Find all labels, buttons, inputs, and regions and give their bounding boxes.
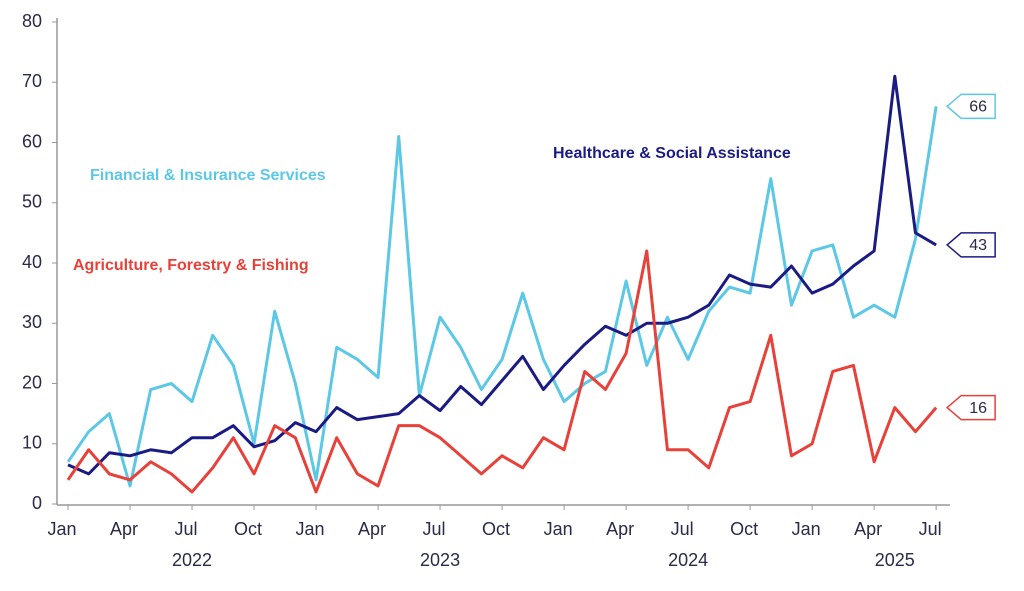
y-tick-label: 20 — [22, 372, 42, 392]
series-label: Financial & Insurance Services — [90, 167, 326, 184]
end-label-box — [945, 232, 996, 258]
year-label: 2024 — [668, 550, 708, 570]
x-tick-label: Oct — [234, 519, 262, 539]
series-line — [66, 106, 938, 488]
y-tick-label: 0 — [32, 493, 42, 513]
year-label: 2022 — [172, 550, 212, 570]
y-tick-label: 10 — [22, 433, 42, 453]
end-label-box — [945, 394, 996, 421]
x-tick-label: Jan — [792, 519, 821, 539]
y-tick-label: 50 — [22, 192, 42, 212]
x-tick-label: Jul — [919, 519, 942, 539]
series-label: Agriculture, Forestry & Fishing — [73, 257, 309, 274]
x-tick-label: Jan — [47, 519, 76, 539]
year-label: 2025 — [875, 550, 915, 570]
x-tick-label: Jul — [423, 519, 446, 539]
end-label: 66 — [969, 99, 987, 116]
x-tick-label: Jul — [175, 519, 198, 539]
x-tick-label: Apr — [358, 519, 386, 539]
x-tick-label: Oct — [730, 519, 758, 539]
end-label-box — [945, 93, 996, 120]
end-label: 43 — [969, 237, 987, 254]
series-line — [67, 74, 937, 476]
x-tick-label: Apr — [110, 519, 138, 539]
y-tick-label: 60 — [22, 131, 42, 151]
x-tick-label: Oct — [482, 519, 510, 539]
x-tick-label: Jan — [296, 519, 325, 539]
series-line — [66, 249, 938, 494]
x-tick-label: Apr — [606, 519, 634, 539]
year-label: 2023 — [420, 550, 460, 570]
y-tick-label: 70 — [22, 71, 42, 91]
series-label: Healthcare & Social Assistance — [553, 145, 791, 162]
y-tick-label: 30 — [22, 312, 42, 332]
x-tick-label: Jan — [544, 519, 573, 539]
x-tick-label: Jul — [671, 519, 694, 539]
x-tick-label: Apr — [854, 519, 882, 539]
y-tick-label: 80 — [22, 11, 42, 31]
end-label: 16 — [969, 400, 987, 417]
y-tick-label: 40 — [22, 252, 42, 272]
